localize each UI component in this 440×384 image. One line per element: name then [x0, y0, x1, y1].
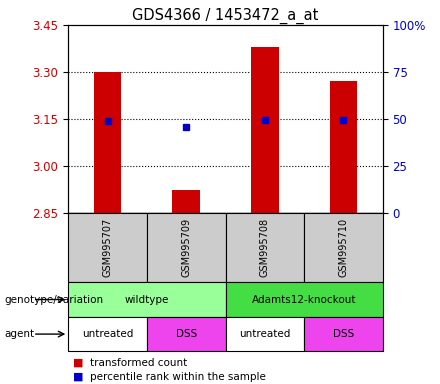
- Bar: [68, 213, 147, 282]
- Text: GSM995709: GSM995709: [181, 218, 191, 277]
- Text: untreated: untreated: [82, 329, 133, 339]
- Text: GSM995710: GSM995710: [338, 218, 348, 277]
- Text: transformed count: transformed count: [90, 358, 187, 368]
- Bar: [304, 213, 383, 282]
- Text: wildtype: wildtype: [125, 295, 169, 305]
- Bar: [330, 81, 357, 213]
- Bar: [147, 213, 226, 282]
- Text: DSS: DSS: [333, 329, 354, 339]
- Bar: [68, 317, 147, 351]
- Title: GDS4366 / 1453472_a_at: GDS4366 / 1453472_a_at: [132, 7, 319, 23]
- Bar: [226, 282, 383, 317]
- Bar: [68, 282, 226, 317]
- Text: GSM995707: GSM995707: [103, 218, 113, 277]
- Text: ■: ■: [73, 372, 83, 382]
- Text: Adamts12-knockout: Adamts12-knockout: [252, 295, 356, 305]
- Text: GSM995708: GSM995708: [260, 218, 270, 277]
- Bar: [226, 213, 304, 282]
- Text: genotype/variation: genotype/variation: [4, 295, 103, 305]
- Bar: [147, 317, 226, 351]
- Bar: [172, 190, 200, 213]
- Text: untreated: untreated: [239, 329, 290, 339]
- Text: DSS: DSS: [176, 329, 197, 339]
- Bar: [226, 317, 304, 351]
- Bar: [94, 72, 121, 213]
- Text: ■: ■: [73, 358, 83, 368]
- Text: agent: agent: [4, 329, 34, 339]
- Bar: [304, 317, 383, 351]
- Bar: [251, 47, 279, 213]
- Text: percentile rank within the sample: percentile rank within the sample: [90, 372, 266, 382]
